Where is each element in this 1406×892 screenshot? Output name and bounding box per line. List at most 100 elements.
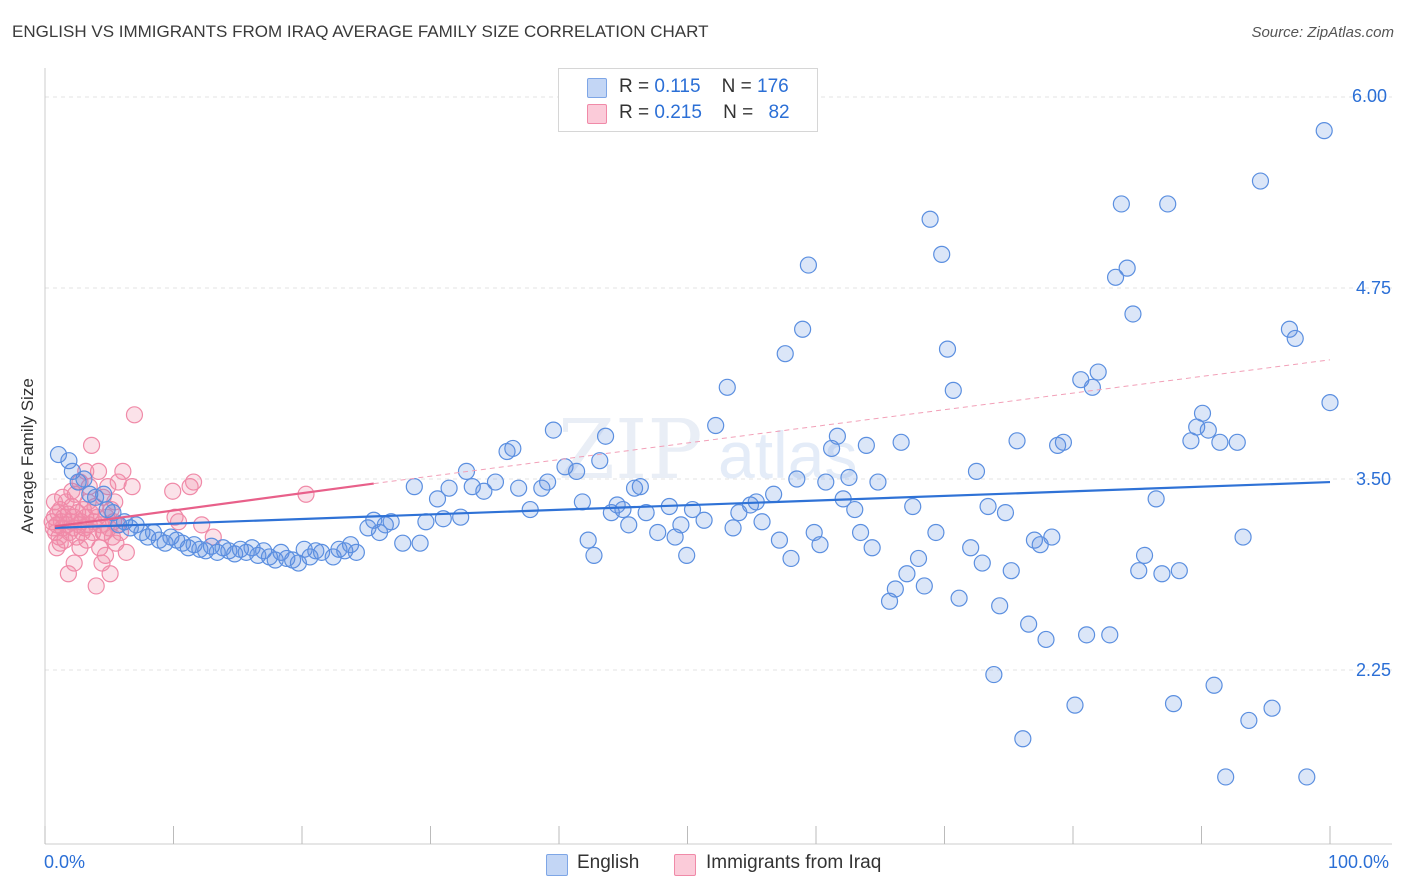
english-point xyxy=(724,519,742,537)
english-point xyxy=(1014,730,1032,748)
english-point xyxy=(1280,320,1299,338)
english-point xyxy=(475,482,493,500)
english-point xyxy=(49,445,68,464)
english-point xyxy=(1020,615,1038,633)
english-point xyxy=(904,497,922,516)
english-point xyxy=(1170,562,1188,580)
english-point xyxy=(1153,565,1171,583)
english-point xyxy=(973,554,991,572)
y-axis-title: Average Family Size xyxy=(18,378,37,534)
n-value: 176 xyxy=(757,76,789,97)
english-point xyxy=(405,478,423,496)
iraq-point xyxy=(63,482,81,500)
english-point xyxy=(1112,195,1130,213)
english-point xyxy=(933,245,951,263)
english-point xyxy=(347,543,365,561)
english-point xyxy=(567,462,586,480)
english-point xyxy=(95,485,113,503)
iraq-point xyxy=(117,543,135,561)
watermark: ZIP atlas xyxy=(558,403,857,498)
english-point xyxy=(1298,768,1316,786)
english-point xyxy=(794,320,812,338)
iraq-trend-line xyxy=(54,482,374,528)
english-point xyxy=(1217,768,1235,786)
y-tick-label: 6.00 xyxy=(1352,86,1388,106)
english-point xyxy=(1066,696,1084,714)
iraq-point xyxy=(45,493,64,511)
english-point xyxy=(991,597,1009,615)
english-point xyxy=(440,479,458,497)
english-point xyxy=(1164,695,1183,713)
english-point xyxy=(1211,433,1229,451)
y-tick-label: 2.25 xyxy=(1356,660,1392,680)
iraq-point xyxy=(123,478,141,496)
english-point xyxy=(60,452,78,470)
english-point xyxy=(75,470,93,488)
english-point xyxy=(649,523,667,542)
english-point xyxy=(394,534,412,552)
english-point xyxy=(382,513,400,531)
iraq-point xyxy=(51,534,69,552)
r-label: R = xyxy=(619,76,650,97)
source-label: Source: ZipAtlas.com xyxy=(1251,24,1394,41)
y-tick-label: 4.75 xyxy=(1356,278,1392,298)
iraq-point xyxy=(125,406,144,424)
english-point xyxy=(1228,433,1246,451)
iraq-point xyxy=(193,516,211,534)
english-point xyxy=(695,511,713,529)
english-point xyxy=(637,504,655,522)
x-tick-label-min: 0.0% xyxy=(44,852,86,872)
iraq-point xyxy=(65,554,83,572)
english-point xyxy=(428,490,447,508)
english-point xyxy=(1147,490,1165,508)
english-point xyxy=(857,436,875,454)
english-point xyxy=(678,546,696,565)
english-point xyxy=(608,496,626,514)
english-point xyxy=(1251,172,1270,190)
english-point xyxy=(851,523,870,542)
iraq-point xyxy=(184,473,203,491)
english-point xyxy=(585,546,603,565)
english-point xyxy=(1025,531,1044,549)
english-point xyxy=(1240,711,1258,730)
english-point xyxy=(718,378,736,396)
english-point xyxy=(1130,562,1148,580)
trend-lines xyxy=(54,359,1331,529)
n-label: N = xyxy=(723,102,754,123)
english-point xyxy=(996,504,1015,522)
english-point xyxy=(1205,676,1223,694)
english-point xyxy=(411,534,429,552)
english-point xyxy=(863,539,881,557)
legend-label-english: English xyxy=(577,852,640,873)
english-point xyxy=(909,549,928,568)
legend-swatch-iraq xyxy=(674,854,696,876)
iraq-point xyxy=(82,436,101,454)
correlation-legend: R = 0.115 N = 176 R = 0.215 N = 82 xyxy=(558,68,818,132)
english-point xyxy=(1043,528,1061,546)
english-point xyxy=(1193,404,1212,422)
y-tick-label: 3.50 xyxy=(1356,469,1392,489)
english-point xyxy=(811,536,829,554)
english-point xyxy=(1321,394,1339,412)
english-point xyxy=(979,497,997,516)
english-point xyxy=(452,508,470,526)
english-point xyxy=(1077,626,1096,644)
english-point xyxy=(753,513,771,531)
x-tick-label-max: 100.0% xyxy=(1328,852,1390,872)
english-point xyxy=(886,580,904,598)
english-point xyxy=(921,210,939,228)
english-point xyxy=(869,473,887,491)
english-point xyxy=(631,478,649,496)
english-point xyxy=(1089,363,1107,381)
english-point xyxy=(596,427,615,445)
english-point xyxy=(799,256,818,274)
english-point xyxy=(1315,122,1333,140)
english-point xyxy=(846,500,864,519)
english-point xyxy=(1135,546,1154,565)
english-point xyxy=(828,427,846,445)
english-point xyxy=(1054,433,1073,451)
english-point xyxy=(1159,195,1177,213)
english-point xyxy=(817,473,835,491)
english-point xyxy=(938,340,957,358)
